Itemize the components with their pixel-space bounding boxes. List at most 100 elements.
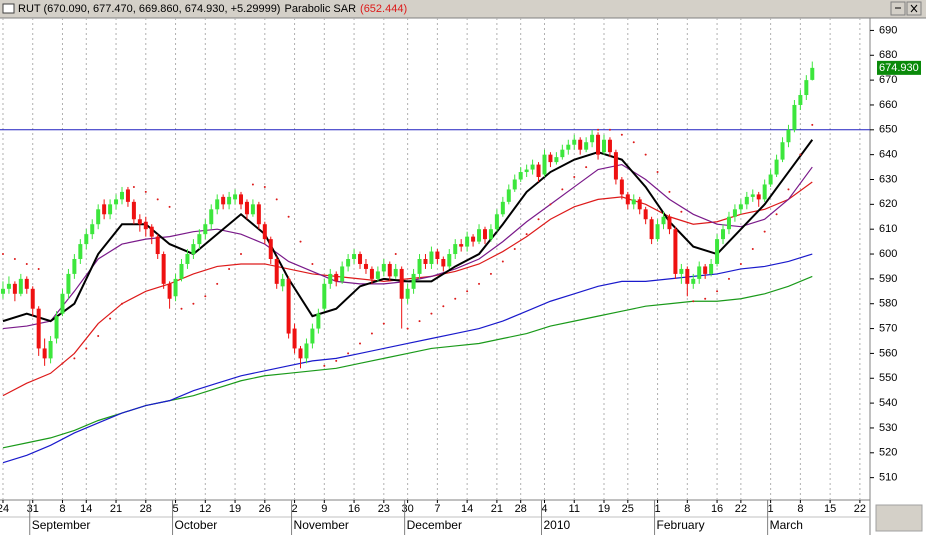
candle-body (90, 224, 95, 235)
candle-body (381, 263, 386, 272)
candle-body (673, 229, 678, 274)
sar-dot (323, 364, 326, 367)
candle-body (518, 172, 523, 180)
candle-body (197, 234, 202, 245)
candle-body (316, 313, 321, 329)
candle-body (119, 191, 124, 200)
sar-dot (132, 185, 135, 188)
sar-dot (109, 317, 112, 320)
sar-dot (525, 233, 528, 236)
x-tick-label: 22 (735, 503, 747, 515)
sar-dot (228, 267, 231, 270)
indicator-line (2, 253, 813, 464)
x-tick-label: 15 (824, 503, 836, 515)
candle-body (125, 189, 130, 202)
month-label: October (175, 518, 218, 532)
candle-body (560, 149, 565, 158)
candle-body (530, 164, 535, 170)
x-tick-label: 5 (172, 503, 178, 515)
x-tick-label: 28 (140, 503, 152, 515)
sar-dot (811, 123, 814, 126)
sar-dot (347, 352, 350, 355)
sar-dot (25, 262, 28, 265)
y-tick-label: 550 (879, 372, 897, 384)
candle-body (602, 139, 607, 153)
sar-dot (192, 302, 195, 305)
candle-body (209, 209, 214, 225)
candle-body (185, 254, 190, 264)
x-tick-label: 21 (491, 503, 503, 515)
candle-body (328, 273, 333, 284)
sar-dot (727, 277, 730, 280)
y-tick-label: 670 (879, 74, 897, 86)
candle-body (203, 224, 208, 235)
y-tick-label: 640 (879, 149, 897, 161)
sar-dot (632, 141, 635, 144)
sar-dot (478, 282, 481, 285)
candle-body (334, 273, 339, 282)
candle-body (548, 154, 553, 163)
candle-body (6, 283, 11, 289)
candle-body (244, 201, 249, 215)
y-tick-label: 540 (879, 397, 897, 409)
sar-dot (168, 205, 171, 208)
candle-body (685, 268, 690, 284)
candle-body (78, 244, 83, 259)
candle-body (655, 224, 660, 240)
candle-body (494, 214, 499, 230)
sar-dot (704, 297, 707, 300)
candle-body (536, 164, 541, 178)
candle-body (84, 234, 89, 245)
sar-dot (549, 203, 552, 206)
candle-body (280, 278, 285, 287)
y-tick-label: 630 (879, 173, 897, 185)
candle-body (441, 259, 446, 267)
sar-dot (501, 260, 504, 263)
y-tick-label: 660 (879, 99, 897, 111)
candle-body (459, 244, 464, 247)
candle-body (18, 278, 23, 294)
y-tick-label: 680 (879, 49, 897, 61)
sar-dot (466, 290, 469, 293)
x-tick-label: 14 (80, 503, 92, 515)
candle-body (786, 129, 791, 143)
candle-body (554, 157, 559, 163)
chart-title: RUT (670.090, 677.470, 669.860, 674.930,… (18, 3, 280, 15)
sar-dot (585, 166, 588, 169)
candle-body (715, 239, 720, 264)
candle-body (262, 224, 267, 240)
candle-body (250, 204, 255, 215)
candle-body (453, 244, 458, 255)
candle-body (143, 221, 148, 230)
candle-body (221, 196, 226, 205)
sar-dot (180, 307, 183, 310)
sar-dot (573, 176, 576, 179)
candle-body (667, 216, 672, 230)
candle-body (649, 219, 654, 240)
candle-body (108, 204, 113, 215)
y-tick-label: 620 (879, 198, 897, 210)
x-tick-label: 1 (768, 503, 774, 515)
y-tick-label: 690 (879, 24, 897, 36)
x-tick-label: 25 (622, 503, 634, 515)
candle-body (310, 328, 315, 344)
candle-body (358, 254, 363, 264)
candle-body (732, 209, 737, 217)
candle-body (137, 219, 142, 225)
candle-body (721, 229, 726, 240)
candle-body (738, 204, 743, 210)
candle-body (744, 196, 749, 205)
candle-body (36, 308, 41, 349)
x-tick-label: 28 (515, 503, 527, 515)
y-tick-label: 570 (879, 322, 897, 334)
candle-body (512, 179, 517, 190)
candle-body (346, 259, 351, 267)
candle-body (435, 251, 440, 259)
indicator-value: (652.444) (360, 3, 407, 15)
scroll-box[interactable] (875, 504, 923, 532)
y-tick-label: 510 (879, 472, 897, 484)
sar-dot (656, 171, 659, 174)
candle-body (179, 263, 184, 279)
x-tick-label: 19 (598, 503, 610, 515)
